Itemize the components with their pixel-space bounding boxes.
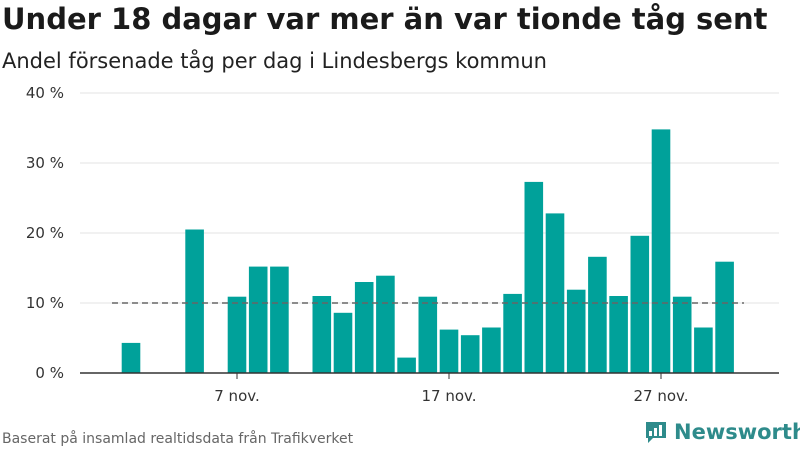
bar [312,296,332,373]
bar [482,327,501,373]
bar [397,357,416,373]
brand-logo: Newsworthy [644,420,800,444]
bar [609,296,628,373]
bar [694,327,713,373]
y-axis-labels: 0 % 10 % 20 % 30 % 40 % [26,84,64,382]
x-tick-label: 17 nov. [421,387,476,405]
x-tick-label: 27 nov. [633,387,688,405]
source-note: Baserat på insamlad realtidsdata från Tr… [2,431,354,447]
bar [503,293,522,373]
bar [121,342,141,373]
x-tick-label: 7 nov. [214,387,259,405]
bar [524,181,544,373]
bar [248,266,268,373]
x-axis: 7 nov. 17 nov. 27 nov. [80,372,779,405]
bar [376,275,395,373]
bar-chart: 0 % 10 % 20 % 30 % 40 % 7 nov. 17 nov. 27 nov. [26,84,779,405]
gridlines [80,92,779,304]
bar [270,266,289,373]
chart-subtitle: Andel försenade tåg per dag i Lindesberg… [2,49,547,73]
bar [651,129,671,373]
bar [185,229,204,373]
bar [630,235,650,373]
bar [545,213,565,373]
y-tick-label: 40 % [26,84,64,102]
bars [121,129,734,373]
chart-title: Under 18 dagar var mer än var tionde tåg… [2,2,768,36]
bar [333,312,353,373]
y-tick-label: 0 % [35,364,64,382]
bar [418,296,438,373]
bar [672,296,692,373]
bar [566,289,586,373]
bar [439,329,459,373]
y-tick-label: 20 % [26,224,64,242]
bar [460,335,480,373]
y-tick-label: 30 % [26,154,64,172]
newsworthy-logo-icon [646,422,666,443]
bar [227,296,247,373]
bar [715,261,734,373]
y-tick-label: 10 % [26,294,64,312]
bar [354,282,374,373]
bar [588,256,607,373]
brand-name: Newsworthy [674,420,800,444]
